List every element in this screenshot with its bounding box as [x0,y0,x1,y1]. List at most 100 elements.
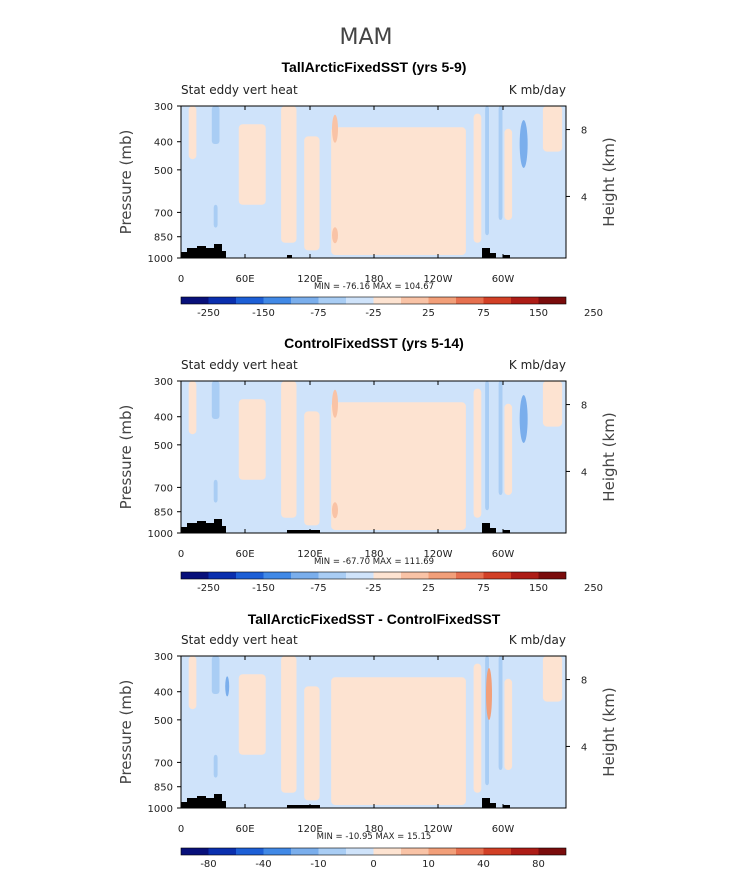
colorbar-segment [456,572,484,579]
left-label: Stat eddy vert heat [181,633,298,647]
colorbar-label: 25 [422,583,435,594]
cool-anomaly [211,656,220,694]
topography-block [206,523,214,533]
panel-title: TallArcticFixedSST - ControlFixedSST [248,611,501,627]
colorbar-segment [236,297,264,304]
warm-anomaly [331,127,466,255]
warm-anomaly [542,656,563,702]
colorbar-segment [318,848,346,855]
y-tick-label: 500 [154,166,173,177]
right-axis-label: Height (km) [600,137,618,226]
right-tick-label: 4 [581,467,587,478]
y-axis-label: Pressure (mb) [117,405,135,510]
topography-block [187,798,197,808]
min-max-text: MIN = -67.70 MAX = 111.69 [314,557,434,567]
cool-anomaly [213,479,218,503]
warm-anomaly [188,381,197,435]
colorbar-segment [263,297,291,304]
chart-panel-2: ControlFixedSST (yrs 5-14) Stat eddy vert… [117,335,618,594]
topography-block [287,530,320,533]
colorbar-label: -40 [255,859,271,870]
warm-anomaly [473,663,482,793]
colorbar-segment [538,572,566,579]
panel-title: TallArcticFixedSST (yrs 5-9) [282,59,467,75]
colorbar-segment [511,297,539,304]
warm-anomaly [542,381,563,427]
topography-block [490,803,496,808]
topography-block [503,255,510,258]
topography-block [482,248,490,258]
warm-anomaly [281,106,297,243]
colorbar-segment [373,572,401,579]
topography-block [482,523,490,533]
colorbar-label: 250 [584,308,603,319]
colorbar-segment [346,848,374,855]
warm-anomaly [281,656,297,793]
x-tick-label: 120E [297,549,322,560]
colorbar-label: -10 [310,859,326,870]
right-axis-label: Height (km) [600,687,618,776]
colorbar-segment [511,848,539,855]
warm-anomaly [188,656,197,710]
cool-anomaly [485,106,489,236]
y-tick-label: 850 [154,233,173,244]
warm-anomaly [331,402,466,530]
y-tick-label: 300 [154,377,173,388]
cool-anomaly [213,754,218,778]
warm-anomaly [238,674,266,755]
x-tick-label: 120W [424,549,453,560]
colorbar-segment [538,297,566,304]
colorbar-label: 75 [477,308,490,319]
y-tick-label: 1000 [148,529,173,540]
warm-anomaly [504,678,513,770]
colorbar-segment [181,848,209,855]
x-tick-label: 60W [492,549,515,560]
x-tick-label: 60E [235,824,254,835]
cool-core [519,120,528,168]
topography-block [214,244,222,258]
warm-anomaly [473,388,482,518]
warm-anomaly [188,106,197,160]
x-tick-label: 120W [424,824,453,835]
warm-anomaly [304,411,320,526]
x-tick-label: 180 [364,274,383,285]
colorbar-segment [181,572,209,579]
colorbar-segment [456,297,484,304]
y-tick-label: 300 [154,652,173,663]
x-tick-label: 60W [492,274,515,285]
colorbar-label: 75 [477,583,490,594]
colorbar-segment [208,297,236,304]
colorbar-segment [236,572,264,579]
x-tick-label: 120W [424,274,453,285]
topography-block [287,255,292,258]
colorbar-label: 0 [370,859,376,870]
y-tick-label: 400 [154,413,173,424]
colorbar-segment [401,297,429,304]
topography-block [222,801,226,808]
right-axis-label: Height (km) [600,412,618,501]
y-axis-label: Pressure (mb) [117,130,135,235]
cool-anomaly [485,381,489,511]
topography-block [503,805,510,808]
topography-block [222,251,226,258]
y-tick-label: 700 [154,208,173,219]
warm-anomaly [504,128,513,220]
colorbar-label: 150 [529,583,548,594]
x-tick-label: 0 [178,824,184,835]
warm-core [486,668,492,720]
topography-block [503,530,510,533]
colorbar-segment [373,297,401,304]
colorbar-label: 25 [422,308,435,319]
right-label: K mb/day [509,358,566,372]
colorbar-label: 10 [422,859,435,870]
y-tick-label: 850 [154,783,173,794]
warm-core [332,227,338,244]
y-tick-label: 300 [154,102,173,113]
colorbar-segment [538,848,566,855]
colorbar-frame [180,571,567,580]
right-label: K mb/day [509,83,566,97]
colorbar-segment [346,297,374,304]
topography-block [482,798,490,808]
topography-block [287,805,320,808]
colorbar-label: -80 [200,859,216,870]
